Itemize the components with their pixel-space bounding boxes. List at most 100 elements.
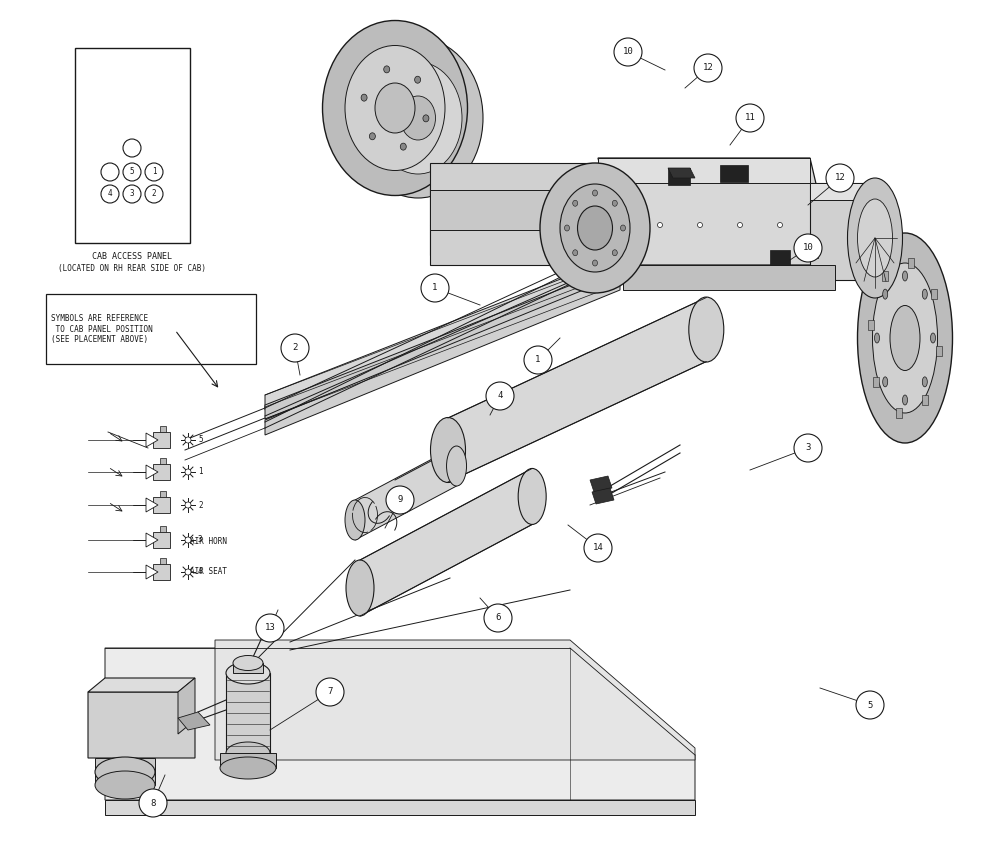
Polygon shape [873, 377, 879, 387]
Circle shape [386, 486, 414, 514]
Polygon shape [146, 465, 158, 479]
Ellipse shape [361, 94, 367, 101]
Polygon shape [160, 558, 166, 564]
Ellipse shape [415, 76, 421, 83]
Polygon shape [153, 432, 170, 448]
Polygon shape [931, 289, 937, 299]
Polygon shape [623, 265, 835, 290]
Circle shape [185, 569, 191, 575]
Circle shape [856, 691, 884, 719]
Ellipse shape [226, 742, 270, 764]
Ellipse shape [374, 62, 462, 174]
Ellipse shape [592, 190, 598, 196]
Polygon shape [265, 258, 640, 419]
Text: CAB ACCESS PANEL: CAB ACCESS PANEL [92, 252, 172, 261]
Polygon shape [908, 258, 914, 268]
Circle shape [256, 614, 284, 642]
FancyBboxPatch shape [46, 294, 256, 364]
Polygon shape [153, 464, 170, 480]
Circle shape [421, 274, 449, 302]
Ellipse shape [922, 377, 927, 387]
Polygon shape [160, 426, 166, 432]
Polygon shape [146, 565, 158, 579]
Ellipse shape [95, 771, 155, 799]
Ellipse shape [560, 184, 630, 272]
Ellipse shape [872, 263, 938, 413]
Ellipse shape [883, 377, 888, 387]
Text: 1: 1 [535, 355, 541, 365]
Circle shape [524, 346, 552, 374]
Ellipse shape [353, 38, 483, 198]
Text: AIR SEAT: AIR SEAT [190, 567, 227, 577]
Ellipse shape [689, 297, 724, 362]
Text: 11: 11 [745, 114, 755, 122]
Text: 9: 9 [397, 495, 403, 505]
Ellipse shape [233, 656, 263, 671]
Text: 10: 10 [803, 243, 813, 253]
Text: 5: 5 [198, 436, 203, 444]
Circle shape [123, 139, 141, 157]
Text: 3: 3 [198, 535, 203, 544]
Polygon shape [448, 298, 706, 482]
Ellipse shape [738, 222, 742, 227]
Polygon shape [720, 165, 748, 182]
Circle shape [281, 334, 309, 362]
Ellipse shape [346, 560, 374, 616]
Ellipse shape [430, 417, 466, 483]
Polygon shape [868, 320, 874, 330]
Ellipse shape [858, 233, 952, 443]
Text: 4: 4 [497, 392, 503, 400]
Circle shape [123, 185, 141, 203]
Circle shape [123, 163, 141, 181]
Ellipse shape [902, 271, 908, 281]
Ellipse shape [95, 757, 155, 787]
Polygon shape [220, 753, 276, 768]
Circle shape [185, 469, 191, 475]
Polygon shape [430, 225, 800, 255]
Ellipse shape [902, 395, 908, 405]
Text: (LOCATED ON RH REAR SIDE OF CAB): (LOCATED ON RH REAR SIDE OF CAB) [58, 264, 206, 273]
Circle shape [826, 164, 854, 192]
Polygon shape [160, 526, 166, 532]
Text: 5: 5 [867, 700, 873, 710]
Circle shape [794, 234, 822, 262]
Ellipse shape [698, 222, 702, 227]
Text: 12: 12 [835, 174, 845, 182]
Text: SYMBOLS ARE REFERENCE
 TO CAB PANEL POSITION
(SEE PLACEMENT ABOVE): SYMBOLS ARE REFERENCE TO CAB PANEL POSIT… [51, 314, 153, 344]
Polygon shape [160, 458, 166, 464]
Polygon shape [810, 183, 885, 280]
Ellipse shape [620, 225, 626, 231]
Ellipse shape [874, 333, 880, 343]
Text: 6: 6 [495, 613, 501, 622]
Ellipse shape [883, 289, 888, 299]
Ellipse shape [400, 143, 406, 150]
Text: 13: 13 [265, 623, 275, 633]
Polygon shape [598, 158, 835, 265]
Polygon shape [360, 468, 532, 616]
Polygon shape [896, 408, 902, 418]
Ellipse shape [322, 20, 468, 196]
Polygon shape [233, 663, 263, 673]
Ellipse shape [573, 200, 578, 206]
Polygon shape [226, 673, 270, 753]
Circle shape [185, 502, 191, 508]
Text: 10: 10 [623, 47, 633, 57]
Text: 2: 2 [152, 189, 156, 198]
Polygon shape [430, 175, 800, 225]
Ellipse shape [518, 468, 546, 524]
Text: 4: 4 [198, 567, 203, 577]
Ellipse shape [573, 250, 578, 256]
Circle shape [185, 437, 191, 443]
Polygon shape [922, 395, 928, 405]
Polygon shape [668, 168, 695, 178]
Text: 5: 5 [130, 168, 134, 176]
Polygon shape [146, 533, 158, 547]
Circle shape [316, 678, 344, 706]
Ellipse shape [564, 225, 570, 231]
Circle shape [584, 534, 612, 562]
Polygon shape [146, 433, 158, 447]
Ellipse shape [220, 757, 276, 779]
Ellipse shape [858, 199, 893, 277]
Polygon shape [598, 158, 810, 183]
Polygon shape [88, 678, 195, 692]
